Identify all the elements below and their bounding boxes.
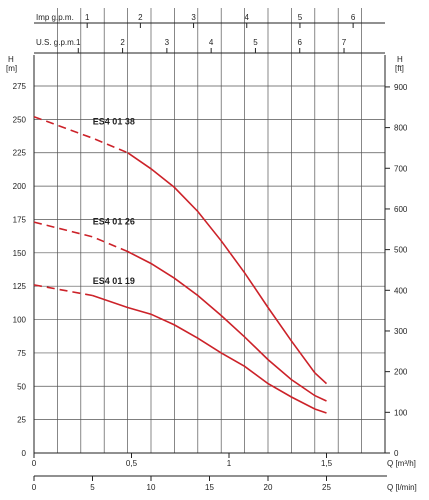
lmin-tick-label: 15 xyxy=(205,483,214,492)
imp-gpm-label: Imp g.p.m. xyxy=(36,13,74,22)
imp-gpm-tick-label: 1 xyxy=(85,13,90,22)
curve-dashed-2 xyxy=(33,284,93,297)
y-right-tick-label: 400 xyxy=(394,286,408,295)
lmin-axis-label: Q [l/min] xyxy=(387,483,417,492)
us-gpm-tick-label: 4 xyxy=(209,38,214,47)
y-left-tick-label: 250 xyxy=(13,115,27,124)
us-gpm-label: U.S. g.p.m. xyxy=(36,38,76,47)
m3h-axis-label: Q [m³/h] xyxy=(387,459,416,468)
y-left-tick-label: 50 xyxy=(17,382,26,391)
grid xyxy=(34,8,385,453)
us-gpm-tick-label: 5 xyxy=(253,38,258,47)
series-label-2: ES4 01 19 xyxy=(93,276,135,286)
imp-gpm-tick-label: 3 xyxy=(191,13,196,22)
us-gpm-tick-label: 3 xyxy=(165,38,170,47)
y-right-tick-label: 800 xyxy=(394,124,408,133)
imp-gpm-tick-label: 5 xyxy=(298,13,303,22)
y-left-tick-label: 225 xyxy=(13,149,27,158)
y-left-tick-label: 275 xyxy=(13,82,27,91)
series-label-1: ES4 01 26 xyxy=(93,217,135,227)
lmin-tick-label: 20 xyxy=(264,483,273,492)
us-gpm-tick-label: 2 xyxy=(120,38,125,47)
y-left-tick-label: 150 xyxy=(13,249,27,258)
y-left-tick-label: 125 xyxy=(13,282,27,291)
lmin-tick-label: 10 xyxy=(147,483,156,492)
m3h-tick-label: 0 xyxy=(32,459,37,468)
m3h-tick-label: 0,5 xyxy=(126,459,138,468)
y-left-title: H xyxy=(8,55,14,64)
y-right-title: H xyxy=(397,55,403,64)
curve-solid-2 xyxy=(92,294,327,414)
m3h-tick-label: 1 xyxy=(227,459,232,468)
lmin-tick-label: 0 xyxy=(32,483,37,492)
y-left-tick-label: 200 xyxy=(13,182,27,191)
lmin-tick-label: 25 xyxy=(322,483,331,492)
y-left-tick-label: 100 xyxy=(13,316,27,325)
y-left-tick-label: 0 xyxy=(22,449,27,458)
curve-solid-0 xyxy=(127,152,328,385)
y-right-tick-label: 900 xyxy=(394,83,408,92)
imp-gpm-tick-label: 6 xyxy=(351,13,356,22)
curve-solid-1 xyxy=(127,250,327,402)
series-label-0: ES4 01 38 xyxy=(93,116,135,126)
y-right-unit: [ft] xyxy=(395,64,404,73)
us-gpm-tick-label: 1 xyxy=(76,38,81,47)
labels: Imp g.p.m.U.S. g.p.m.1 2 3 4 5 61 2 3 4 5 6 7H[m]02… xyxy=(6,13,417,492)
lmin-tick-label: 5 xyxy=(90,483,95,492)
m3h-tick-label: 1,5 xyxy=(321,459,333,468)
y-right-tick-label: 200 xyxy=(394,368,408,377)
y-right-tick-label: 0 xyxy=(394,449,399,458)
curves xyxy=(33,115,328,414)
us-gpm-tick-label: 6 xyxy=(298,38,303,47)
curve-dashed-1 xyxy=(33,221,128,253)
y-right-tick-label: 600 xyxy=(394,205,408,214)
curve-dashed-0 xyxy=(33,115,128,154)
y-right-tick-label: 500 xyxy=(394,246,408,255)
y-left-tick-label: 75 xyxy=(17,349,26,358)
y-left-tick-label: 175 xyxy=(13,215,27,224)
axes xyxy=(33,22,390,481)
y-right-tick-label: 100 xyxy=(394,408,408,417)
y-left-unit: [m] xyxy=(6,64,17,73)
y-left-tick-label: 25 xyxy=(17,416,26,425)
y-right-tick-label: 700 xyxy=(394,164,408,173)
y-right-tick-label: 300 xyxy=(394,327,408,336)
imp-gpm-tick-label: 4 xyxy=(245,13,250,22)
us-gpm-tick-label: 7 xyxy=(342,38,347,47)
imp-gpm-tick-label: 2 xyxy=(138,13,143,22)
